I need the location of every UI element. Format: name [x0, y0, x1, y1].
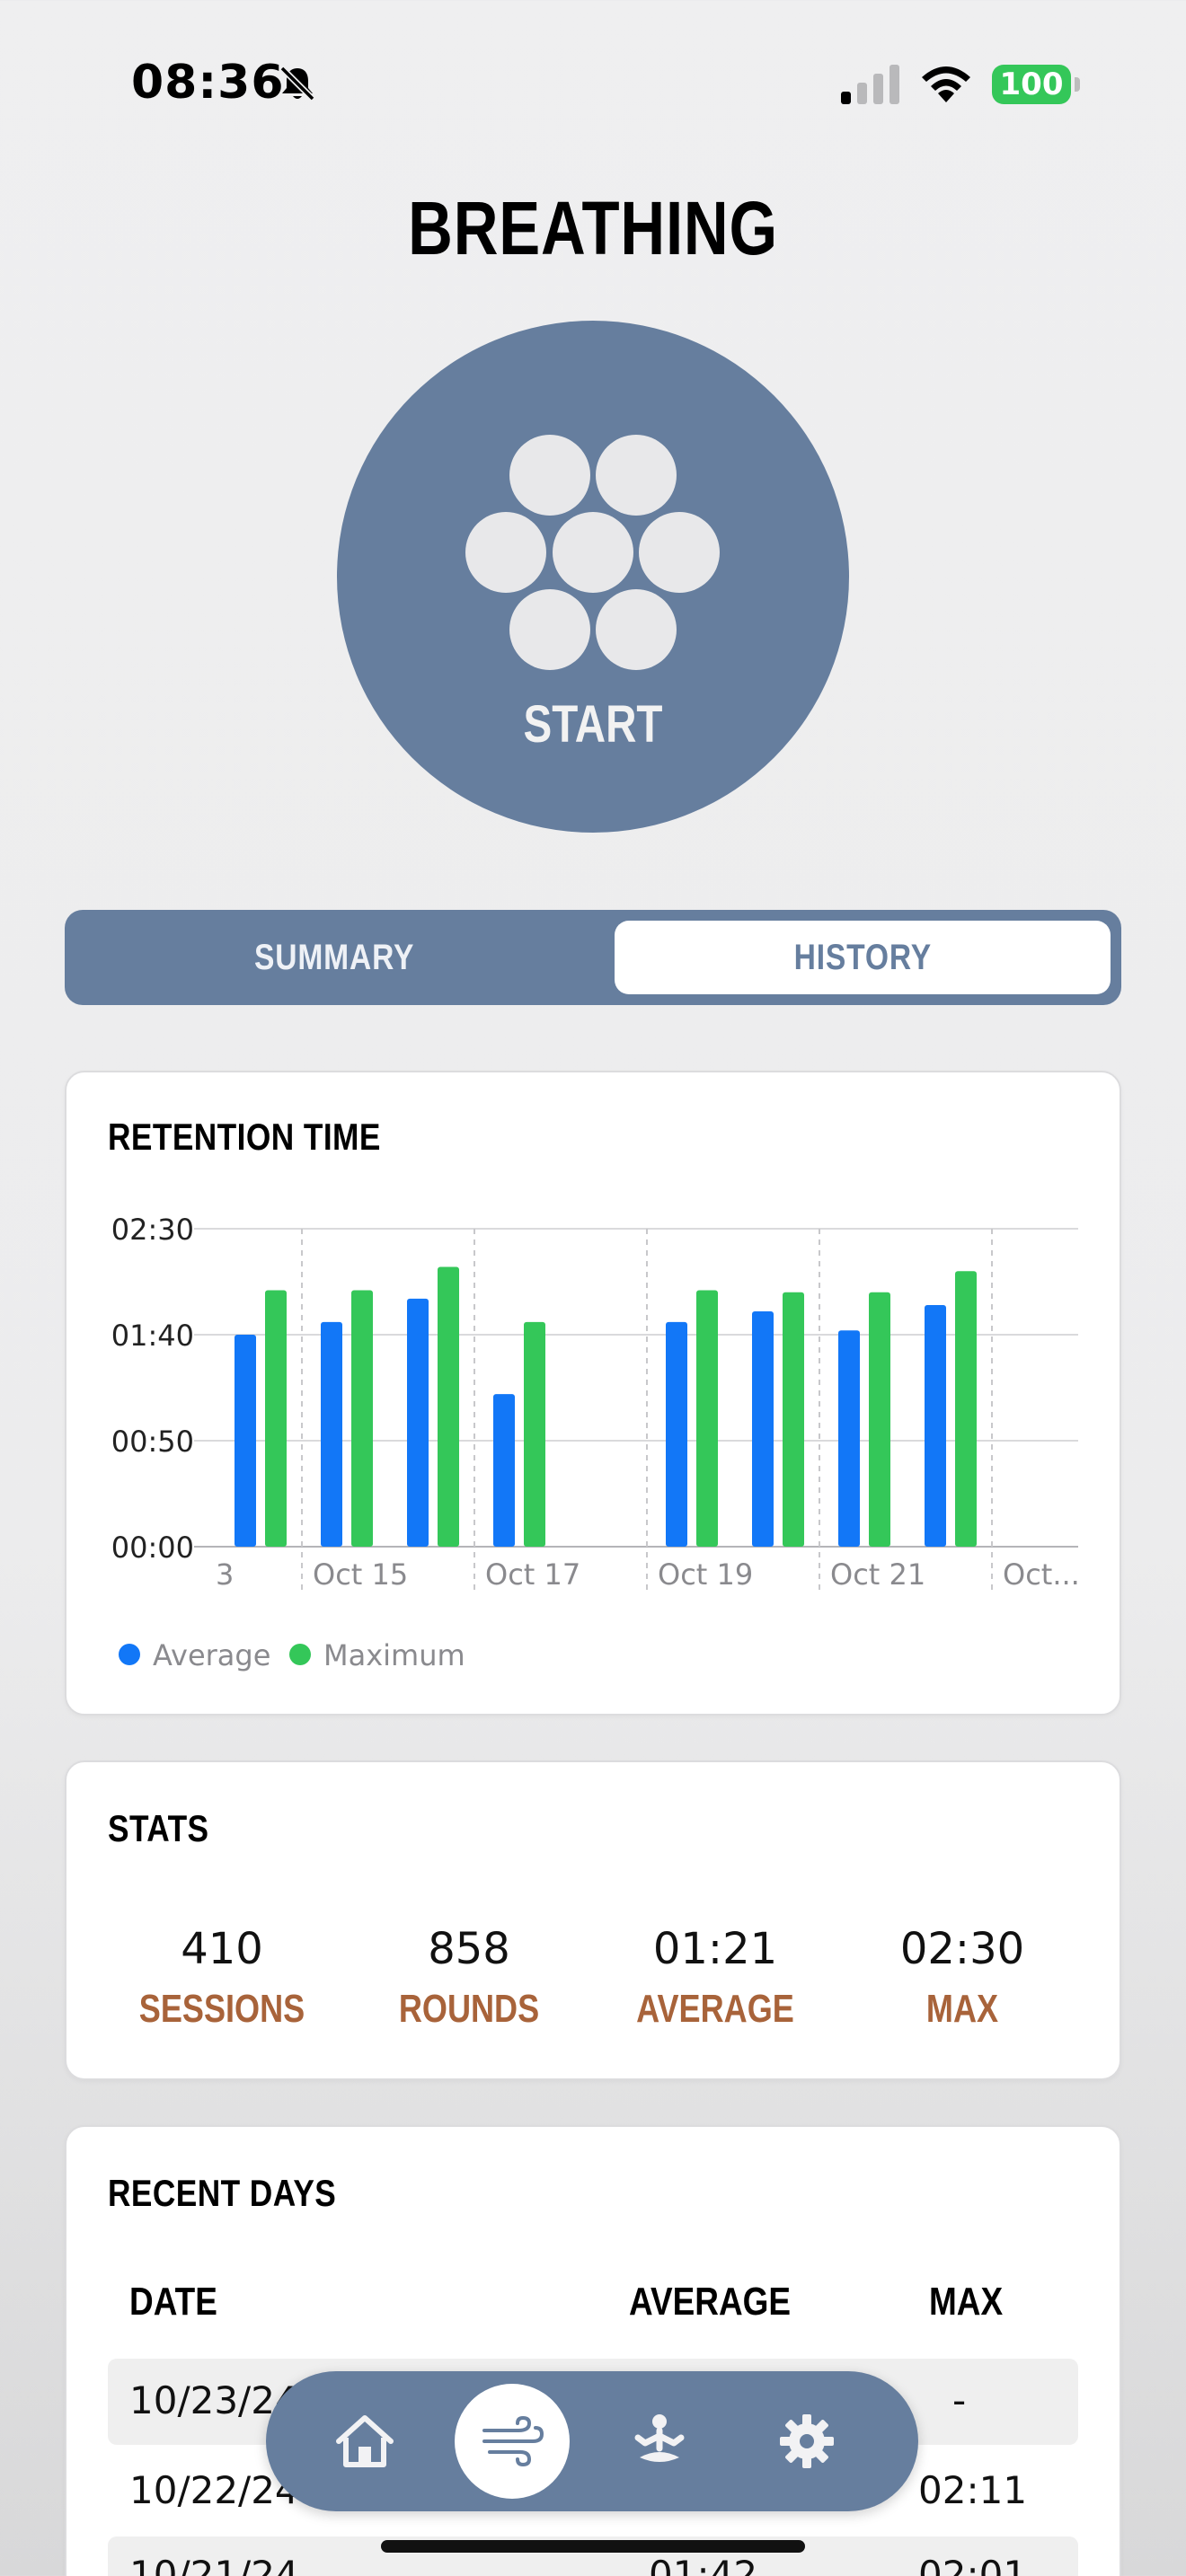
tab-meditation[interactable] — [602, 2384, 717, 2499]
tab-home[interactable] — [307, 2384, 422, 2499]
row-date: 10/22/24 — [129, 2468, 299, 2512]
stats-card: STATS 410 SESSIONS 858 ROUNDS 01:21 AVER… — [65, 1760, 1121, 2080]
page-title: BREATHING — [408, 186, 778, 270]
bar-maximum — [351, 1290, 373, 1547]
breath-dots-icon — [465, 435, 720, 670]
bar-maximum — [783, 1292, 804, 1547]
stat-average: 01:21 AVERAGE — [598, 1924, 832, 2032]
row-max: 02:11 — [918, 2468, 1028, 2512]
stat-label: AVERAGE — [636, 1987, 794, 2031]
column-header-date: DATE — [129, 2280, 217, 2324]
stat-sessions: 410 SESSIONS — [105, 1924, 339, 2032]
stats-title: STATS — [108, 1807, 209, 1849]
bar-maximum — [869, 1292, 890, 1547]
bar-average — [235, 1335, 256, 1547]
tab-settings[interactable] — [749, 2384, 864, 2499]
bar-maximum — [524, 1321, 545, 1547]
settings-icon — [780, 2414, 834, 2468]
row-average: 01:42 — [649, 2553, 758, 2576]
stat-value: 01:21 — [652, 1924, 778, 1974]
row-max: - — [952, 2378, 967, 2422]
wifi-icon — [922, 66, 970, 102]
legend-label: Average — [153, 1638, 270, 1672]
tab-history[interactable]: HISTORY — [615, 921, 1111, 994]
home-icon — [336, 2415, 394, 2467]
home-indicator — [381, 2540, 805, 2553]
stat-label: SESSIONS — [138, 1987, 305, 2031]
column-header-max: MAX — [929, 2280, 1004, 2324]
recent-title: RECENT DAYS — [108, 2172, 337, 2214]
x-tick-label: Oct 15 — [313, 1557, 408, 1592]
bar-average — [925, 1304, 946, 1547]
legend-marker — [119, 1644, 140, 1665]
x-tick-label: Oct 17 — [485, 1557, 580, 1592]
bottom-tab-bar — [266, 2371, 918, 2511]
bar-average — [838, 1330, 860, 1547]
breathing-icon — [482, 2416, 544, 2466]
stat-value: 02:30 — [899, 1924, 1025, 1974]
bar-average — [407, 1298, 429, 1547]
column-header-average: AVERAGE — [629, 2280, 792, 2324]
bar-maximum — [438, 1266, 459, 1547]
battery-indicator: 100 — [992, 65, 1071, 104]
stat-value: 858 — [428, 1924, 510, 1974]
row-date: 10/21/24 — [129, 2553, 299, 2576]
meditation-icon — [634, 2414, 685, 2462]
stat-label: MAX — [925, 1987, 999, 2031]
bar-average — [666, 1321, 687, 1547]
y-tick-label: 01:40 — [111, 1319, 194, 1353]
start-button[interactable]: START — [337, 321, 849, 833]
bar-maximum — [265, 1290, 287, 1547]
x-tick-label: Oct... — [1003, 1557, 1080, 1592]
bar-average — [321, 1321, 342, 1547]
tab-breathing[interactable] — [455, 2384, 570, 2499]
retention-time-card: RETENTION TIME 00:00 00:50 01:40 02:30 3 Oct … — [65, 1071, 1121, 1716]
chart-title: RETENTION TIME — [108, 1116, 381, 1158]
retention-chart: 00:00 00:50 01:40 02:30 3 Oct 15 Oct 17 Oct 19 O… — [111, 1213, 1080, 1672]
x-tick-label: 3 — [216, 1557, 234, 1592]
view-segmented-control: SUMMARY HISTORY — [65, 910, 1121, 1005]
legend-marker — [289, 1644, 311, 1665]
stat-rounds: 858 ROUNDS — [352, 1924, 586, 2032]
row-max: 02:01 — [918, 2553, 1028, 2576]
status-bar: 08:36 100 — [0, 0, 1186, 171]
tab-summary[interactable]: SUMMARY — [253, 937, 415, 977]
status-time: 08:36 — [131, 56, 285, 110]
y-tick-label: 02:30 — [111, 1213, 194, 1247]
bell-slash-icon — [279, 66, 315, 101]
bar-average — [493, 1394, 515, 1547]
stat-max: 02:30 MAX — [845, 1924, 1079, 2032]
y-tick-label: 00:50 — [111, 1425, 194, 1459]
battery-tip — [1075, 77, 1080, 92]
legend-label: Maximum — [323, 1638, 465, 1672]
bar-maximum — [955, 1271, 977, 1547]
x-tick-label: Oct 19 — [658, 1557, 753, 1592]
bar-maximum — [696, 1290, 718, 1547]
stat-value: 410 — [181, 1924, 263, 1974]
bar-average — [752, 1311, 774, 1547]
cellular-signal-icon — [841, 65, 899, 104]
y-tick-label: 00:00 — [111, 1531, 194, 1565]
stat-label: ROUNDS — [398, 1987, 540, 2031]
x-tick-label: Oct 21 — [830, 1557, 925, 1592]
start-label: START — [523, 695, 663, 754]
